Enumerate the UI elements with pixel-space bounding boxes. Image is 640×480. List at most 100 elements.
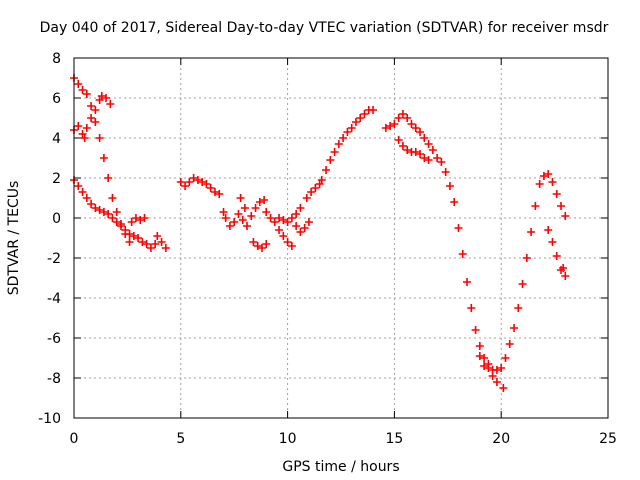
data-point	[106, 100, 115, 108]
data-point	[102, 94, 111, 102]
data-point	[125, 238, 134, 246]
data-point	[424, 140, 433, 148]
data-point	[257, 244, 266, 252]
x-axis-label: GPS time / hours	[282, 459, 399, 475]
data-point	[262, 240, 271, 248]
data-point	[153, 232, 162, 240]
data-point	[142, 240, 151, 248]
data-point	[356, 114, 365, 122]
data-point	[407, 120, 416, 128]
data-point	[360, 110, 369, 118]
data-point	[450, 198, 459, 206]
data-point	[240, 204, 249, 212]
data-point	[548, 178, 557, 186]
data-point	[121, 226, 130, 234]
data-point	[255, 198, 264, 206]
data-point	[219, 208, 228, 216]
data-point	[559, 264, 568, 272]
data-point	[127, 218, 136, 226]
data-point	[381, 124, 390, 132]
chart-title: Day 040 of 2017, Sidereal Day-to-day VTE…	[40, 20, 609, 36]
data-point	[215, 190, 224, 198]
data-point	[247, 212, 256, 220]
data-point	[339, 134, 348, 142]
data-point	[112, 208, 121, 216]
data-point	[91, 204, 100, 212]
data-point	[411, 148, 420, 156]
data-point	[279, 216, 288, 224]
data-point	[266, 214, 275, 222]
data-point	[535, 180, 544, 188]
data-point	[561, 212, 570, 220]
data-point	[420, 154, 429, 162]
data-point	[505, 340, 514, 348]
data-point	[330, 148, 339, 156]
data-point	[390, 120, 399, 128]
data-point	[548, 238, 557, 246]
data-point	[499, 384, 508, 392]
data-point	[527, 228, 536, 236]
data-point	[311, 184, 320, 192]
data-point	[108, 194, 117, 202]
x-tick-label: 15	[385, 431, 403, 447]
data-point	[140, 214, 149, 222]
data-point	[497, 364, 506, 372]
data-point	[104, 174, 113, 182]
data-point	[87, 114, 96, 122]
data-point	[251, 204, 260, 212]
data-point	[95, 134, 104, 142]
data-point	[475, 342, 484, 350]
data-point	[91, 106, 100, 114]
data-point	[230, 218, 239, 226]
data-point	[403, 146, 412, 154]
y-tick-label: 8	[52, 51, 61, 67]
data-point	[176, 178, 185, 186]
data-point	[138, 238, 147, 246]
data-point	[210, 188, 219, 196]
data-point	[116, 222, 125, 230]
data-point	[501, 354, 510, 362]
data-point	[557, 202, 566, 210]
data-point	[398, 110, 407, 118]
data-point	[243, 222, 252, 230]
data-point	[369, 106, 378, 114]
data-point	[416, 128, 425, 136]
data-point	[87, 102, 96, 110]
data-point	[146, 244, 155, 252]
data-point	[292, 222, 301, 230]
data-point	[471, 326, 480, 334]
data-point	[225, 222, 234, 230]
data-point	[202, 180, 211, 188]
x-tick-label: 0	[70, 431, 79, 447]
y-tick-label: 2	[52, 171, 61, 187]
data-point	[129, 232, 138, 240]
data-point	[292, 210, 301, 218]
data-point	[539, 172, 548, 180]
data-point	[249, 238, 258, 246]
data-point	[492, 366, 501, 374]
data-point	[394, 114, 403, 122]
y-tick-label: -6	[47, 331, 61, 347]
data-point	[87, 200, 96, 208]
data-point	[78, 86, 87, 94]
data-point	[544, 170, 553, 178]
data-point	[99, 154, 108, 162]
data-point	[544, 226, 553, 234]
data-point	[82, 124, 91, 132]
y-tick-label: -10	[38, 411, 61, 427]
data-point	[82, 194, 91, 202]
data-point	[510, 324, 519, 332]
data-point	[475, 352, 484, 360]
data-point	[99, 208, 108, 216]
data-point	[185, 178, 194, 186]
data-point	[236, 194, 245, 202]
data-point	[300, 224, 309, 232]
data-point	[424, 156, 433, 164]
data-point	[304, 218, 313, 226]
plot-frame	[73, 57, 609, 419]
data-point	[386, 122, 395, 130]
y-tick-label: 6	[52, 91, 61, 107]
data-point	[302, 194, 311, 202]
data-point	[441, 168, 450, 176]
